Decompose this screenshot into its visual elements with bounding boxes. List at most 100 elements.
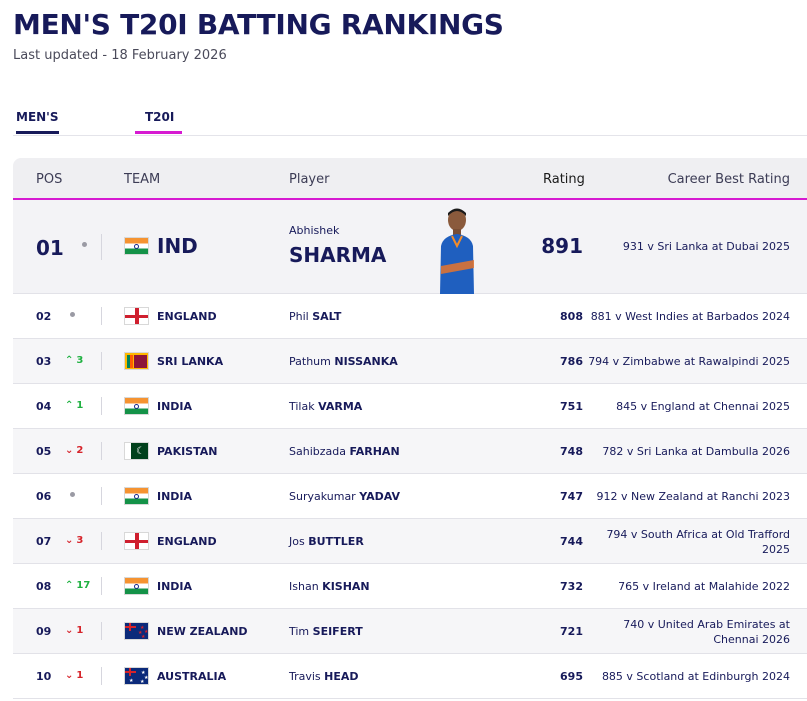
pakistan-flag-icon: ☾ (124, 442, 149, 460)
career-best-rating: 881 v West Indies at Barbados 2024 (590, 310, 790, 323)
rank-position: 08 (36, 580, 52, 593)
career-best-rating: 794 v Zimbabwe at Rawalpindi 2025 (588, 355, 790, 368)
header-pos: POS (36, 172, 63, 187)
tab-t20i[interactable]: T20I (135, 110, 183, 134)
player-first-name: Phil (289, 310, 309, 323)
table-row[interactable]: 04 ⌃ 1 INDIA Tilak VARMA 751 845 v England at … (13, 384, 807, 429)
player-last-name: SHARMA (289, 243, 387, 267)
rank-movement: ⌄ 1 (65, 625, 83, 636)
chevron-up-icon: ⌃ (65, 580, 74, 591)
header-player: Player (289, 172, 330, 187)
player-last-name: YADAV (359, 490, 401, 503)
table-body: 01 IND Abhishek SHARMA 891 931 v Sri Lanka at… (13, 200, 807, 699)
player-first-name: Tim (289, 625, 310, 638)
rank-change: 1 (76, 670, 84, 681)
player-name[interactable]: Ishan KISHAN (289, 580, 370, 593)
table-row[interactable]: 05 ⌄ 2 ☾ PAKISTAN Sahibzada FARHAN 748 782 v Sr… (13, 429, 807, 474)
rank-position: 06 (36, 490, 52, 503)
player-first-name: Jos (289, 535, 305, 548)
player-name[interactable]: Jos BUTTLER (289, 535, 364, 548)
career-best-rating: 845 v England at Chennai 2025 (616, 400, 790, 413)
rank-change: 2 (76, 445, 84, 456)
team-name: ENGLAND (157, 310, 217, 323)
career-best-rating: 765 v Ireland at Malahide 2022 (618, 580, 790, 593)
team-name: SRI LANKA (157, 355, 224, 368)
chevron-up-icon: ⌃ (65, 400, 74, 411)
player-last-name: VARMA (318, 400, 363, 413)
table-row[interactable]: 01 IND Abhishek SHARMA 891 931 v Sri Lanka at… (13, 200, 807, 294)
rank-change: 1 (76, 625, 84, 636)
new-zealand-flag-icon: ★ ★ ★ ★ (124, 622, 149, 640)
player-first-name: Ishan (289, 580, 319, 593)
team-name: AUSTRALIA (157, 670, 227, 683)
england-flag-icon (124, 532, 149, 550)
player-first-name: Tilak (289, 400, 315, 413)
india-flag-icon (124, 397, 149, 415)
table-row[interactable]: 02 ENGLAND Phil SALT 808 881 v West Indies a… (13, 294, 807, 339)
divider (101, 307, 102, 325)
rank-change: 17 (76, 580, 91, 591)
player-last-name: BUTTLER (308, 535, 364, 548)
career-best-rating: 885 v Scotland at Edinburgh 2024 (601, 670, 790, 683)
player-name[interactable]: Phil SALT (289, 310, 341, 323)
tab-mens[interactable]: MEN'S (16, 110, 59, 134)
player-last-name: SEIFERT (312, 625, 363, 638)
india-flag-icon (124, 487, 149, 505)
player-last-name: HEAD (324, 670, 359, 683)
team-name: IND (157, 234, 198, 258)
table-row[interactable]: 10 ⌄ 1 ★ ★ ★ ★ AUSTRALIA Travis HEAD 695 885 v Sco… (13, 654, 807, 699)
rank-movement (77, 240, 87, 247)
table-row[interactable]: 03 ⌃ 3 SRI LANKA Pathum NISSANKA 786 794 v Zim… (13, 339, 807, 384)
rank-position: 10 (36, 670, 52, 683)
rank-movement: ⌄ 1 (65, 670, 83, 681)
rank-movement (65, 310, 75, 317)
rank-change: 3 (76, 355, 84, 366)
rank-movement: ⌃ 3 (65, 355, 83, 366)
rating-value: 732 (560, 580, 583, 593)
team-name: INDIA (157, 490, 193, 503)
rank-movement: ⌃ 17 (65, 580, 90, 591)
tab-bar: MEN'S T20I (13, 110, 807, 136)
player-last-name: KISHAN (322, 580, 370, 593)
rating-value: 748 (560, 445, 583, 458)
player-first-name: Sahibzada (289, 445, 346, 458)
rank-position: 09 (36, 625, 52, 638)
table-row[interactable]: 06 INDIA Suryakumar YADAV 747 912 v New Zeal… (13, 474, 807, 519)
player-name[interactable]: Abhishek SHARMA (289, 224, 386, 267)
rank-change: 1 (76, 400, 84, 411)
player-name[interactable]: Travis HEAD (289, 670, 359, 683)
player-name[interactable]: Tilak VARMA (289, 400, 362, 413)
rank-movement: ⌃ 1 (65, 400, 83, 411)
india-flag-icon (124, 577, 149, 595)
player-name[interactable]: Suryakumar YADAV (289, 490, 400, 503)
player-name[interactable]: Tim SEIFERT (289, 625, 363, 638)
table-row[interactable]: 09 ⌄ 1 ★ ★ ★ ★ NEW ZEALAND Tim SEIFERT 721 740 v U… (13, 609, 807, 654)
rank-position: 02 (36, 310, 52, 323)
player-name[interactable]: Pathum NISSANKA (289, 355, 398, 368)
no-change-dot-icon (70, 312, 75, 317)
header-team: TEAM (124, 172, 161, 187)
chevron-up-icon: ⌃ (65, 355, 74, 366)
team-name: INDIA (157, 580, 193, 593)
rank-position: 04 (36, 400, 52, 413)
rating-value: 747 (560, 490, 583, 503)
sri-lanka-flag-icon (124, 352, 149, 370)
rankings-table: POS TEAM Player Rating Career Best Ratin… (13, 158, 807, 699)
header-rating: Rating (543, 172, 585, 187)
rating-value: 808 (560, 310, 583, 323)
chevron-down-icon: ⌄ (65, 535, 74, 546)
team-name: NEW ZEALAND (157, 625, 248, 638)
divider (101, 622, 102, 640)
rank-position: 05 (36, 445, 52, 458)
player-name[interactable]: Sahibzada FARHAN (289, 445, 400, 458)
table-row[interactable]: 08 ⌃ 17 INDIA Ishan KISHAN 732 765 v Ireland a… (13, 564, 807, 609)
team-name: INDIA (157, 400, 193, 413)
career-best-rating: 912 v New Zealand at Ranchi 2023 (596, 490, 790, 503)
divider (101, 397, 102, 415)
divider (101, 577, 102, 595)
divider (101, 234, 102, 260)
england-flag-icon (124, 307, 149, 325)
rank-position: 01 (36, 236, 64, 260)
rating-value: 751 (560, 400, 583, 413)
table-row[interactable]: 07 ⌄ 3 ENGLAND Jos BUTTLER 744 794 v South Afr… (13, 519, 807, 564)
